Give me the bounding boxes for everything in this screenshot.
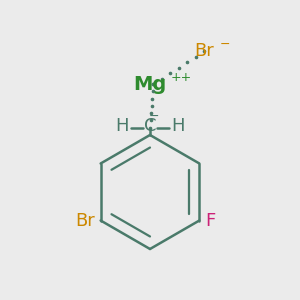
Text: Br: Br (75, 212, 94, 230)
Text: −: − (149, 110, 159, 123)
Text: C: C (144, 117, 156, 135)
Text: F: F (206, 212, 216, 230)
Text: −: − (220, 38, 230, 51)
Text: Mg: Mg (133, 74, 166, 94)
Text: H: H (171, 117, 184, 135)
Text: ++: ++ (170, 71, 192, 84)
Text: Br: Br (194, 42, 214, 60)
Text: H: H (116, 117, 129, 135)
